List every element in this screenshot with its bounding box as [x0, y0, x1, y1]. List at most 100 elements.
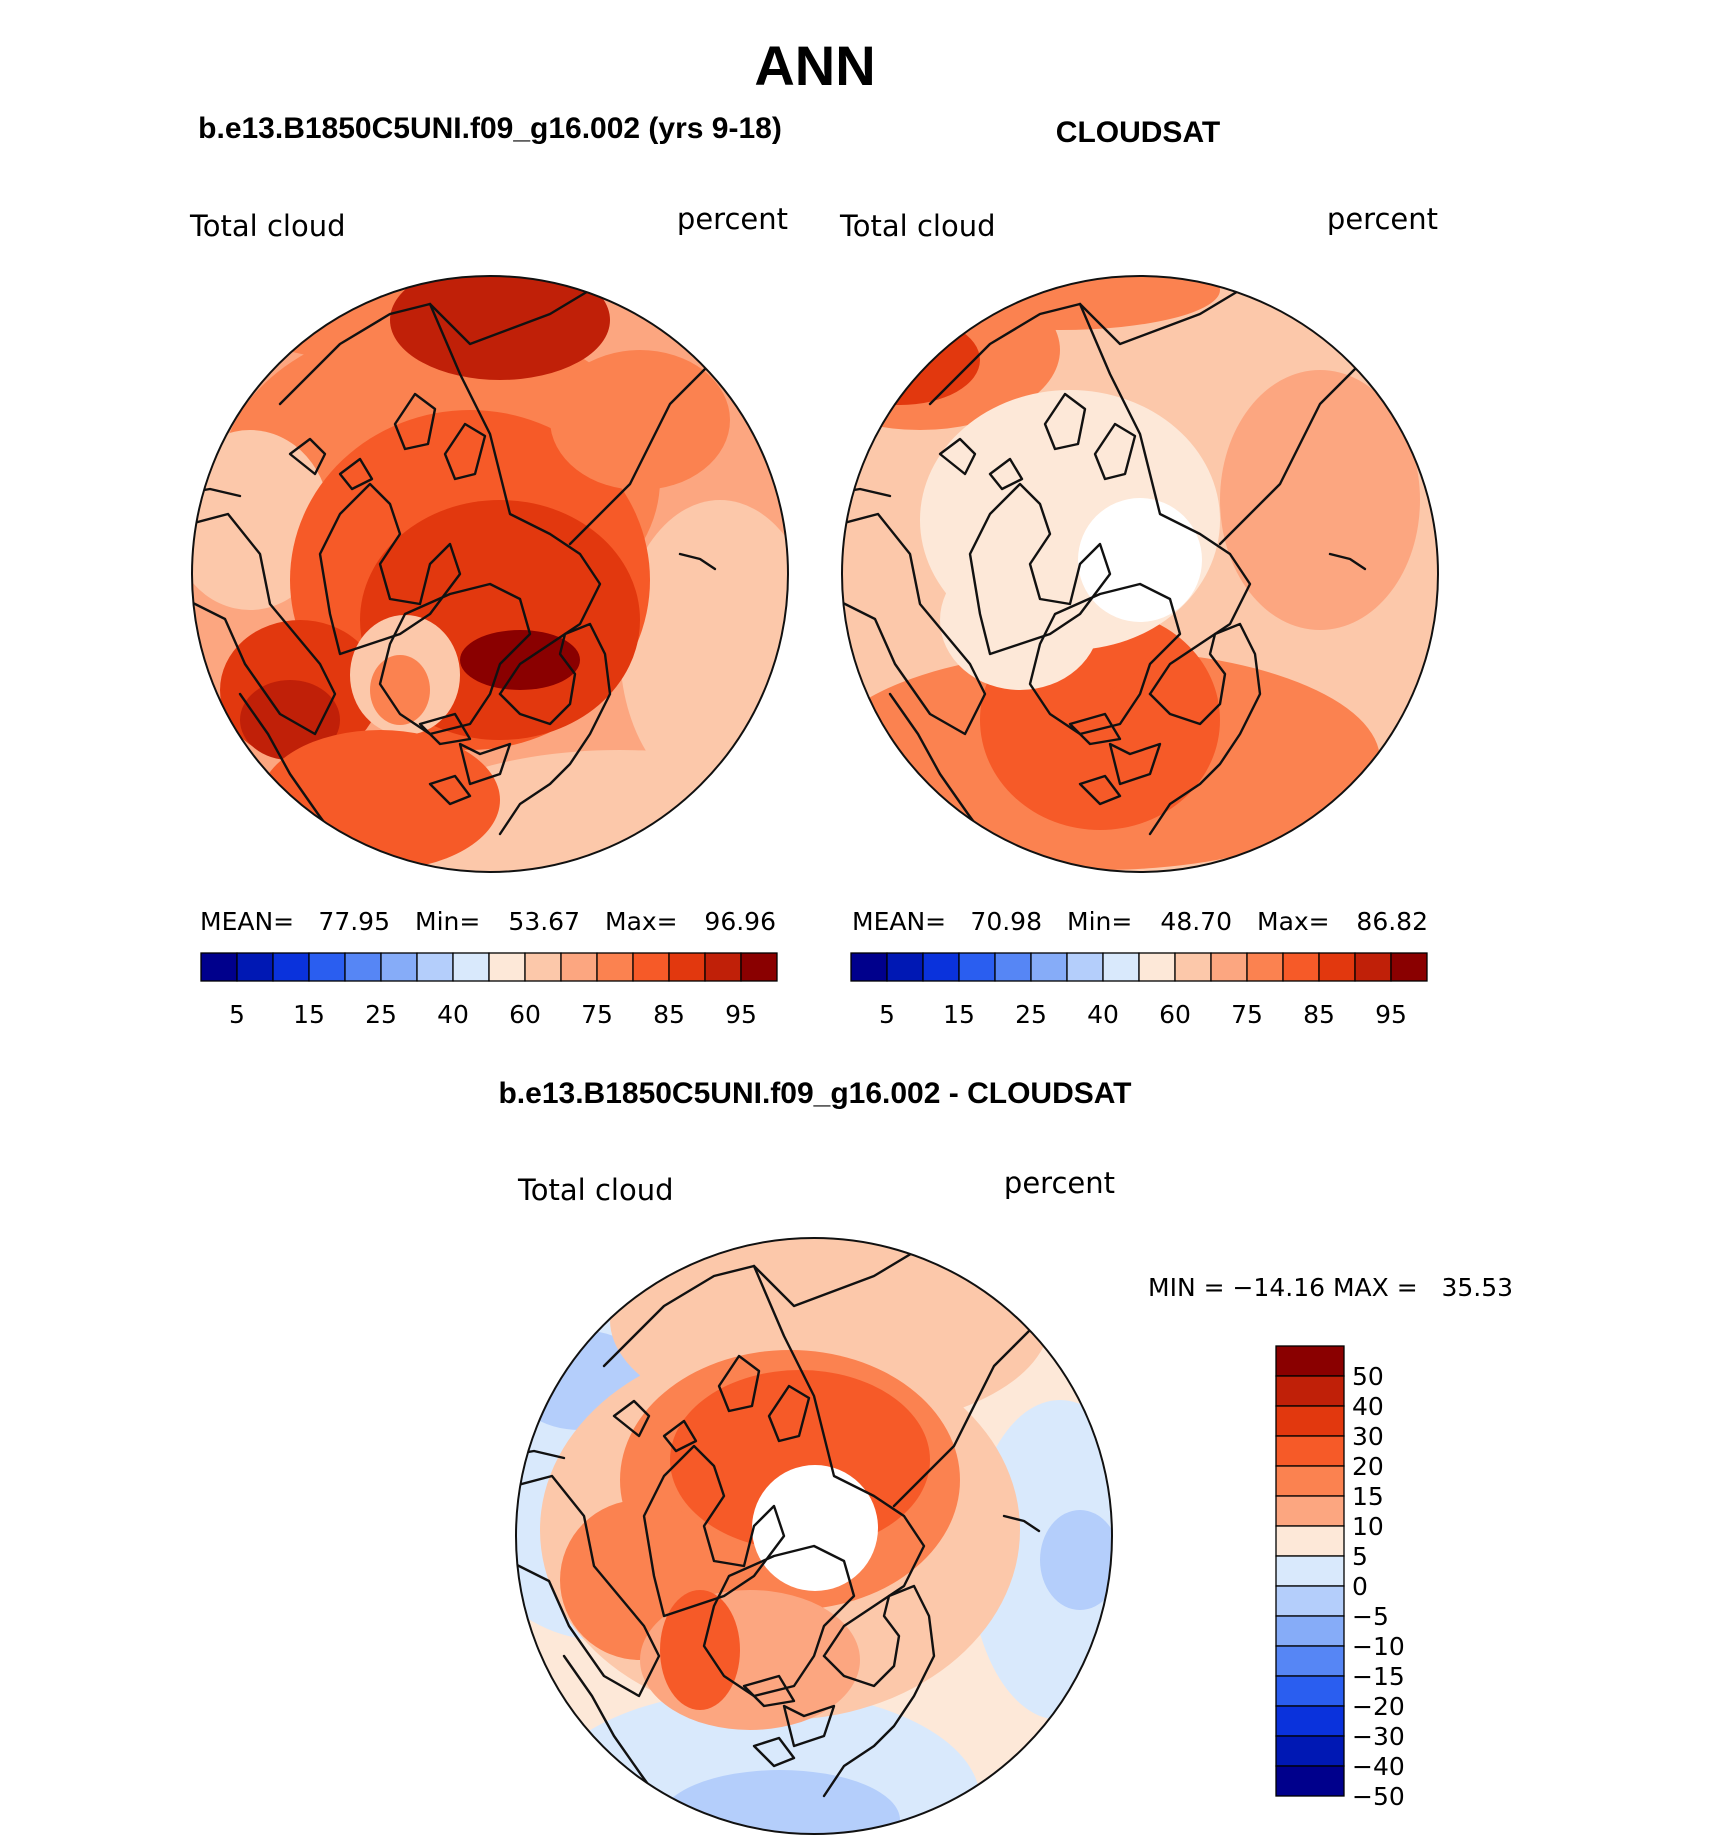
obs-colorbar-swatch — [1318, 952, 1356, 982]
obs-panel: CLOUDSAT Total cloud percent MEAN= 70.98… — [839, 116, 1439, 1029]
diff-colorbar-swatch — [1275, 1615, 1345, 1647]
diff-colorbar-swatch — [1275, 1675, 1345, 1707]
model-unit-label: percent — [677, 202, 788, 236]
obs-colorbar-swatch — [994, 952, 1032, 982]
diff-panel: b.e13.B1850C5UNI.f09_g16.002 - CLOUDSAT … — [498, 1077, 1513, 1835]
diff-colorbar-swatch — [1275, 1405, 1345, 1437]
diff-colorbar-swatch — [1275, 1765, 1345, 1797]
obs-variable-label: Total cloud — [839, 209, 995, 243]
model-max-value: 96.96 — [704, 907, 776, 936]
obs-stats: MEAN= 70.98 Min= 48.70 Max= 86.82 — [852, 907, 1428, 936]
diff-colorbar-tick-label: −15 — [1352, 1662, 1405, 1691]
model-colorbar-swatch — [344, 952, 382, 982]
diff-colorbar-tick-label: 30 — [1352, 1422, 1384, 1451]
model-polar-map — [192, 276, 788, 872]
model-colorbar-tick-label: 25 — [365, 1000, 397, 1029]
model-colorbar-swatch — [524, 952, 562, 982]
model-min-label: Min= — [415, 907, 480, 936]
model-colorbar-swatch — [200, 952, 238, 982]
diff-colorbar-swatch — [1275, 1375, 1345, 1407]
obs-colorbar-swatch — [1282, 952, 1320, 982]
diff-colorbar-tick-label: 5 — [1352, 1542, 1368, 1571]
obs-mean-label: MEAN= — [852, 907, 946, 936]
diff-colorbar-swatch — [1275, 1735, 1345, 1767]
obs-max-label: Max= — [1257, 907, 1330, 936]
model-mean-value: 77.95 — [318, 907, 390, 936]
diff-colorbar-swatch — [1275, 1465, 1345, 1497]
model-max-label: Max= — [605, 907, 678, 936]
model-colorbar: 5 15 25 40 60 75 85 95 — [200, 952, 778, 1029]
diff-colorbar-tick-label: 40 — [1352, 1392, 1384, 1421]
model-colorbar-swatch — [236, 952, 274, 982]
obs-max-value: 86.82 — [1356, 907, 1428, 936]
model-variable-label: Total cloud — [189, 209, 345, 243]
obs-colorbar-swatch — [1390, 952, 1428, 982]
obs-colorbar-swatch — [1354, 952, 1392, 982]
obs-unit-label: percent — [1327, 202, 1438, 236]
model-colorbar-swatch — [272, 952, 310, 982]
obs-colorbar-tick-label: 95 — [1375, 1000, 1407, 1029]
obs-colorbar-swatch — [1246, 952, 1284, 982]
obs-polar-map — [842, 276, 1438, 872]
model-colorbar-swatch — [740, 952, 778, 982]
diff-variable-label: Total cloud — [517, 1173, 673, 1207]
diff-colorbar-tick-label: −30 — [1352, 1722, 1405, 1751]
obs-header: CLOUDSAT — [1056, 116, 1220, 149]
diff-colorbar-tick-label: −10 — [1352, 1632, 1405, 1661]
obs-colorbar-tick-label: 75 — [1231, 1000, 1263, 1029]
obs-colorbar-swatch — [1102, 952, 1140, 982]
model-colorbar-swatch — [560, 952, 598, 982]
diff-colorbar-tick-label: 10 — [1352, 1512, 1384, 1541]
model-colorbar-swatch — [416, 952, 454, 982]
model-colorbar-swatch — [704, 952, 742, 982]
obs-mean-value: 70.98 — [970, 907, 1042, 936]
obs-colorbar-swatch — [958, 952, 996, 982]
diff-colorbar-tick-label: 20 — [1352, 1452, 1384, 1481]
model-colorbar-swatch — [596, 952, 634, 982]
diff-colorbar-swatch — [1275, 1435, 1345, 1467]
model-colorbar-swatch — [380, 952, 418, 982]
diff-polar-map — [516, 1238, 1112, 1834]
model-colorbar-tick-label: 75 — [581, 1000, 613, 1029]
obs-colorbar-swatch — [1066, 952, 1104, 982]
model-stats: MEAN= 77.95 Min= 53.67 Max= 96.96 — [200, 907, 776, 936]
obs-colorbar-swatch — [922, 952, 960, 982]
obs-colorbar-swatch — [850, 952, 888, 982]
diff-colorbar-tick-label: 15 — [1352, 1482, 1384, 1511]
obs-colorbar-swatch — [1138, 952, 1176, 982]
diff-colorbar-tick-label: −5 — [1352, 1602, 1389, 1631]
diff-colorbar-tick-label: −20 — [1352, 1692, 1405, 1721]
diff-colorbar-tick-label: 50 — [1352, 1362, 1384, 1391]
model-colorbar-tick-label: 5 — [229, 1000, 245, 1029]
diff-colorbar-swatch — [1275, 1705, 1345, 1737]
obs-colorbar-tick-label: 40 — [1087, 1000, 1119, 1029]
obs-colorbar-swatch — [1030, 952, 1068, 982]
model-panel: b.e13.B1850C5UNI.f09_g16.002 (yrs 9-18) … — [189, 112, 789, 1029]
diff-colorbar-swatch — [1275, 1645, 1345, 1677]
obs-colorbar-tick-label: 60 — [1159, 1000, 1191, 1029]
obs-colorbar-tick-label: 85 — [1303, 1000, 1335, 1029]
diff-colorbar-swatch — [1275, 1345, 1345, 1377]
model-colorbar-swatch — [632, 952, 670, 982]
model-colorbar-tick-label: 40 — [437, 1000, 469, 1029]
obs-colorbar-tick-label: 5 — [879, 1000, 895, 1029]
obs-colorbar-tick-label: 15 — [943, 1000, 975, 1029]
model-colorbar-tick-label: 95 — [725, 1000, 757, 1029]
obs-colorbar-swatch — [886, 952, 924, 982]
diff-unit-label: percent — [1004, 1166, 1115, 1200]
model-header: b.e13.B1850C5UNI.f09_g16.002 (yrs 9-18) — [198, 112, 782, 145]
diff-colorbar-swatch — [1275, 1555, 1345, 1587]
diff-minmax: MIN = −14.16 MAX = 35.53 — [1148, 1273, 1513, 1302]
model-colorbar-swatch — [488, 952, 526, 982]
model-colorbar-tick-label: 60 — [509, 1000, 541, 1029]
diff-colorbar-tick-label: −40 — [1352, 1752, 1405, 1781]
obs-colorbar-tick-label: 25 — [1015, 1000, 1047, 1029]
figure-title: ANN — [754, 34, 875, 97]
model-colorbar-swatch — [308, 952, 346, 982]
obs-colorbar-swatch — [1174, 952, 1212, 982]
obs-colorbar-swatch — [1210, 952, 1248, 982]
model-colorbar-tick-label: 85 — [653, 1000, 685, 1029]
diff-colorbar-tick-label: 0 — [1352, 1572, 1368, 1601]
